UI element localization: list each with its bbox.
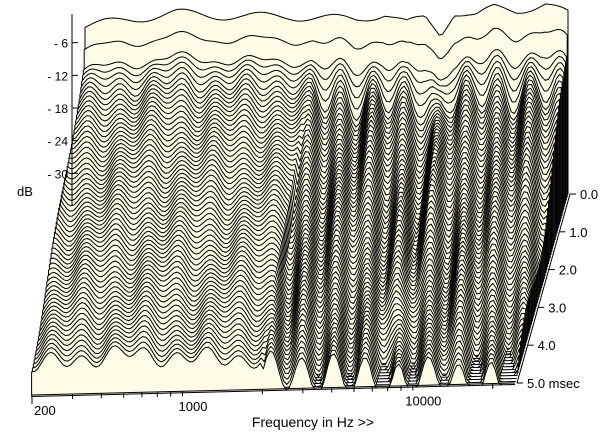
time-tick-label: 2.0 [559,263,577,278]
y-tick-label: - 24 [47,135,68,149]
time-tick-label: 4.0 [538,338,556,353]
y-tick-label: - 30 [47,167,68,181]
time-tick-label: 1.0 [569,225,587,240]
x-axis-label: Frequency in Hz >> [252,414,374,430]
time-axis-line [516,193,571,384]
x-tick-label: 10000 [405,393,441,408]
time-tick-label: 0.0 [580,187,598,202]
axes: 200 1000 10000 - 6 - 12 - 18 - 24 - 30 0.0 1.0 2.0… [31,14,598,418]
x-tick-label: 1000 [179,399,208,414]
y-tick-label: - 18 [47,102,68,116]
x-tick-label: 200 [34,403,56,418]
y-tick-label: - 12 [47,69,68,83]
time-tick-label: 3.0 [548,300,566,315]
waterfall-slices [31,3,569,397]
y-tick-label: - 6 [54,37,68,51]
waterfall-slice [31,345,516,397]
y-axis-label: dB [17,184,33,199]
time-tick-label: 5.0 msec [527,376,580,391]
x-axis-line [31,382,516,396]
